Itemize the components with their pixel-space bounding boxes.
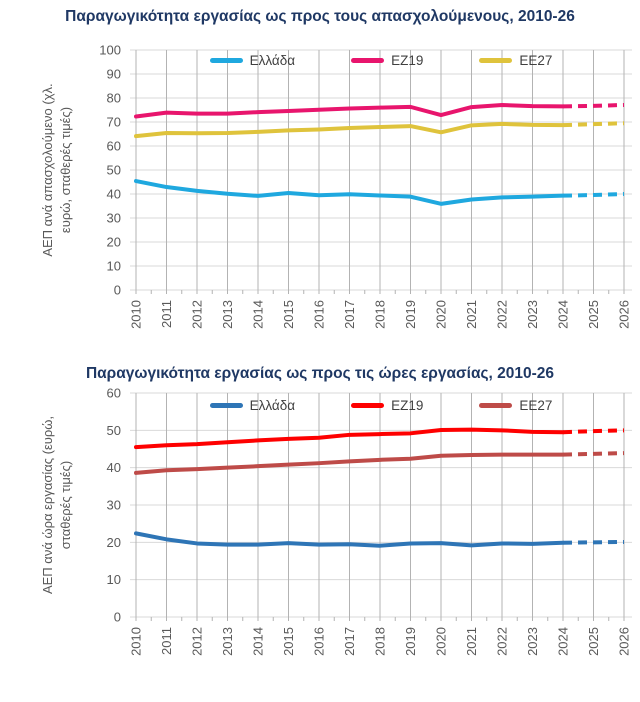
x-tick-label: 2022 — [495, 627, 510, 656]
y-tick-label: 60 — [107, 386, 121, 401]
chart-plot-area-hourly: 0 10 20 30 40 50 60 2010 2011 2012 2013 2014 2015 201… — [0, 384, 640, 689]
y-tick-label: 100 — [99, 43, 121, 58]
y-tick-label: 80 — [107, 91, 121, 106]
y-tick-label: 40 — [107, 187, 121, 202]
y-tick-label: 90 — [107, 67, 121, 82]
x-tick-label: 2026 — [617, 300, 632, 329]
y-tick-label: 10 — [107, 259, 121, 274]
x-tick-label: 2010 — [129, 627, 144, 656]
y-tick-label: 20 — [107, 535, 121, 550]
legend-label: Ελλάδα — [249, 398, 296, 413]
y-tick-label: 50 — [107, 163, 121, 178]
x-tick-label: 2025 — [586, 627, 601, 656]
series-line-forecast-Ελλάδα — [562, 192, 625, 198]
series-line-forecast-Ελλάδα — [562, 539, 625, 545]
legend-item-ΕΕ27: ΕΕ27 — [479, 398, 552, 413]
x-tick-label: 2015 — [281, 627, 296, 656]
y-tick-label: 40 — [107, 460, 121, 475]
x-tick-label: 2014 — [251, 300, 266, 329]
x-tick-label: 2020 — [434, 627, 449, 656]
x-tick-label: 2022 — [495, 300, 510, 329]
series-line-Ελλάδα — [134, 531, 565, 548]
series-line-ΕΕ27 — [134, 121, 565, 139]
y-tick-label: 30 — [107, 498, 121, 513]
y-tick-label: 30 — [107, 211, 121, 226]
series-line-ΕΖ19 — [134, 427, 565, 450]
x-tick-label: 2012 — [190, 300, 205, 329]
x-tick-label: 2011 — [159, 300, 174, 328]
series-line-forecast-ΕΖ19 — [562, 102, 625, 109]
legend-item-ΕΖ19: ΕΖ19 — [351, 53, 423, 68]
x-tick-label: 2019 — [403, 300, 418, 329]
x-tick-label: 2018 — [373, 627, 388, 656]
legend-item-Ελλάδα: Ελλάδα — [209, 53, 296, 68]
x-tick-label: 2021 — [464, 300, 479, 329]
x-tick-label: 2012 — [190, 627, 205, 656]
legend-item-Ελλάδα: Ελλάδα — [209, 398, 296, 413]
legend-label: ΕΕ27 — [519, 53, 553, 68]
plot-svg-1: 0 10 20 30 40 50 60 2010 2011 2012 2013 2014 2015 201… — [107, 386, 632, 656]
legend-swatch-icon — [351, 58, 385, 63]
x-tick-label: 2014 — [251, 627, 266, 656]
x-tick-label: 2025 — [586, 300, 601, 329]
legend-swatch-icon — [209, 58, 243, 63]
x-tick-label: 2015 — [281, 300, 296, 329]
chart-title-employed: Παραγωγικότητα εργασίας ως προς τους απα… — [65, 8, 575, 25]
y-tick-label: 60 — [107, 139, 121, 154]
x-tick-label: 2020 — [434, 300, 449, 329]
legend-swatch-icon — [479, 58, 513, 63]
x-tick-label: 2021 — [464, 627, 479, 656]
series-line-forecast-ΕΕ27 — [562, 121, 625, 128]
legend-swatch-icon — [351, 403, 385, 408]
legend-label: ΕΖ19 — [391, 53, 424, 68]
legend-label: Ελλάδα — [249, 53, 296, 68]
series-line-forecast-ΕΖ19 — [562, 428, 625, 435]
series-line-forecast-ΕΕ27 — [562, 451, 625, 457]
series-line-ΕΕ27 — [134, 452, 565, 475]
x-tick-label: 2013 — [220, 300, 235, 329]
legend-item-ΕΖ19: ΕΖ19 — [351, 398, 423, 413]
x-tick-label: 2018 — [373, 300, 388, 329]
x-tick-label: 2013 — [220, 627, 235, 656]
legend-swatch-icon — [209, 403, 243, 408]
x-tick-label: 2011 — [159, 627, 174, 655]
x-tick-label: 2023 — [525, 300, 540, 329]
x-tick-label: 2024 — [556, 300, 571, 329]
chart-plot-area-employed: 0 10 20 30 40 50 60 70 80 90 100 2010 2011 2012 2013 20… — [0, 40, 640, 357]
x-tick-label: 2016 — [312, 627, 327, 656]
series-line-Ελλάδα — [134, 179, 565, 206]
x-tick-label: 2019 — [403, 627, 418, 656]
chart-title-hourly: Παραγωγικότητα εργασίας ως προς τις ώρες… — [85, 365, 555, 382]
legend-swatch-icon — [479, 403, 513, 408]
x-tick-label: 2010 — [129, 300, 144, 329]
y-tick-label: 50 — [107, 423, 121, 438]
x-tick-label: 2016 — [312, 300, 327, 329]
x-tick-label: 2024 — [556, 627, 571, 656]
legend-label: ΕΕ27 — [519, 398, 553, 413]
legend-hourly: Ελλάδα ΕΖ19 ΕΕ27 — [130, 398, 632, 413]
legend-item-ΕΕ27: ΕΕ27 — [479, 53, 552, 68]
x-tick-label: 2026 — [617, 627, 632, 656]
y-tick-label: 0 — [114, 283, 121, 298]
x-tick-label: 2023 — [525, 627, 540, 656]
y-tick-label: 70 — [107, 115, 121, 130]
y-tick-label: 20 — [107, 235, 121, 250]
y-tick-label: 0 — [114, 610, 121, 625]
x-tick-label: 2017 — [342, 627, 357, 656]
legend-label: ΕΖ19 — [391, 398, 424, 413]
plot-svg-0: 0 10 20 30 40 50 60 70 80 90 100 2010 2011 2012 2013 20… — [99, 43, 632, 329]
y-tick-label: 10 — [107, 572, 121, 587]
series-line-ΕΖ19 — [134, 102, 565, 119]
x-tick-label: 2017 — [342, 300, 357, 329]
legend-employed: Ελλάδα ΕΖ19 ΕΕ27 — [130, 53, 632, 68]
